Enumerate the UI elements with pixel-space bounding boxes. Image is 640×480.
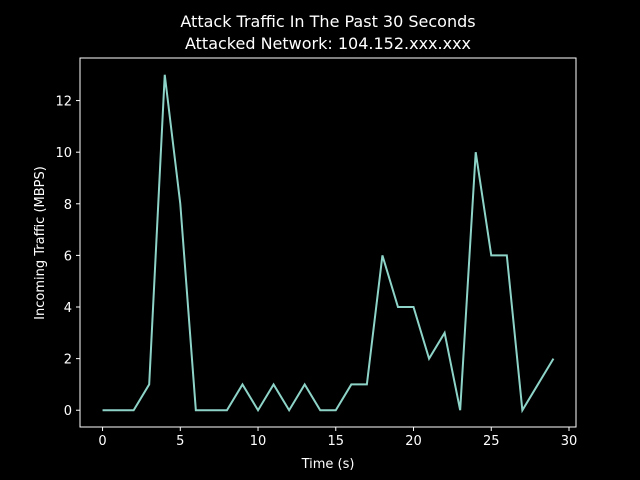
chart-title: Attack Traffic In The Past 30 Seconds: [180, 12, 475, 31]
x-tick-label: 10: [250, 434, 267, 449]
x-tick-label: 5: [176, 434, 184, 449]
y-tick-label: 2: [64, 353, 72, 368]
x-tick-label: 0: [98, 434, 106, 449]
x-axis-label: Time (s): [301, 457, 355, 472]
y-axis-label: Incoming Traffic (MBPS): [33, 166, 48, 320]
y-tick-label: 10: [55, 146, 72, 161]
plot-frame: [79, 57, 577, 428]
y-tick-label: 6: [64, 249, 72, 264]
data-line: [102, 74, 555, 414]
y-tick-label: 0: [64, 404, 72, 419]
y-tick-label: 8: [64, 198, 72, 213]
x-tick-label: 15: [328, 434, 345, 449]
chart-subtitle: Attacked Network: 104.152.xxx.xxx: [185, 34, 471, 53]
x-tick-label: 30: [561, 434, 578, 449]
x-tick-label: 25: [483, 434, 500, 449]
y-tick-label: 4: [64, 301, 72, 316]
y-tick-label: 12: [55, 95, 72, 110]
x-tick-label: 20: [405, 434, 422, 449]
